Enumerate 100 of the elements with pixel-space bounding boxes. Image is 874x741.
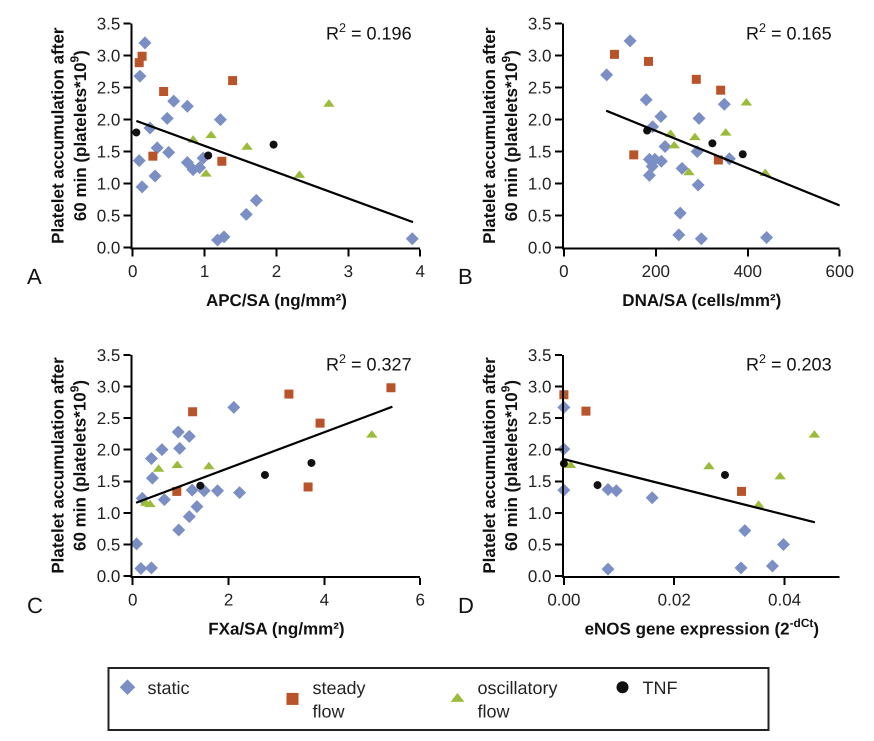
point — [172, 523, 186, 536]
point — [692, 74, 701, 84]
point — [260, 470, 269, 479]
x-tick-label: 6 — [415, 590, 425, 610]
point — [776, 538, 790, 551]
point — [228, 76, 238, 86]
x-tick-label: 0 — [128, 262, 138, 282]
point — [610, 484, 623, 498]
point — [738, 524, 752, 538]
point — [658, 140, 672, 154]
x-tick-label: 0 — [559, 262, 569, 282]
y-tick-label: 2.0 — [528, 110, 552, 130]
point — [716, 86, 726, 95]
point — [133, 70, 146, 83]
point — [676, 162, 689, 175]
y-tick-label: 3.5 — [528, 346, 552, 365]
point — [720, 470, 729, 479]
y-tick-label: 0.5 — [528, 206, 552, 226]
point — [674, 206, 687, 220]
x-tick-label: 0.04 — [768, 590, 802, 610]
point — [316, 418, 325, 428]
x-tick-label: 0 — [128, 590, 138, 610]
legend-label: oscillatory flow — [478, 678, 558, 722]
point — [240, 208, 253, 221]
point — [766, 559, 779, 572]
y-tick-label: 1.5 — [528, 142, 552, 162]
x-tick-label: 2 — [272, 262, 282, 282]
y-tick-label: 1.5 — [528, 472, 552, 492]
y-tick-label: 1.0 — [96, 174, 120, 194]
x-axis-title: eNOS gene expression (2$^{-dCt}$) — [584, 616, 820, 638]
point — [182, 430, 196, 443]
point — [629, 150, 638, 160]
x-tick-label: 0.02 — [658, 590, 691, 610]
point — [654, 110, 668, 123]
point — [624, 34, 637, 48]
annotation: R$^{2}$ = 0.165 — [746, 21, 832, 44]
y-tick-label: 0.0 — [96, 567, 120, 586]
y-tick-label: 1.0 — [96, 504, 120, 523]
y-tick-label: 1.5 — [96, 472, 120, 492]
y-tick-label: 0.5 — [96, 535, 120, 554]
point — [167, 94, 180, 108]
point — [602, 562, 615, 576]
point — [211, 484, 224, 498]
point — [760, 230, 774, 244]
y-tick-label: 0.0 — [96, 238, 120, 258]
point — [138, 36, 152, 50]
point — [227, 400, 240, 414]
point — [144, 452, 158, 466]
text: C — [27, 593, 43, 618]
y-tick-label: 3.5 — [96, 14, 120, 34]
point — [150, 141, 164, 154]
legend-label: steady flow — [312, 678, 366, 722]
point — [132, 128, 140, 136]
point — [738, 150, 747, 158]
point — [188, 407, 198, 416]
point — [204, 152, 212, 160]
point — [182, 510, 196, 524]
point — [160, 112, 174, 125]
y-tick-label: 2.5 — [96, 409, 120, 428]
point — [307, 458, 316, 467]
x-axis-title: APC/SA (ng/mm²) — [206, 291, 347, 310]
y-tick-label: 1.5 — [96, 142, 120, 162]
point — [406, 232, 419, 246]
point — [694, 232, 708, 246]
point — [155, 443, 168, 456]
point — [250, 194, 263, 207]
point — [190, 500, 204, 514]
text: D — [458, 593, 474, 618]
point — [217, 156, 226, 166]
point — [148, 170, 162, 183]
x-tick-label: 4 — [415, 262, 425, 282]
x-axis-title: FXa/SA (ng/mm²) — [208, 619, 345, 638]
point — [144, 561, 158, 574]
y-tick-label: 2.0 — [528, 440, 552, 460]
y-tick-label: 2.5 — [96, 78, 120, 98]
point — [173, 442, 186, 455]
point — [186, 484, 199, 497]
point — [284, 390, 294, 399]
point — [644, 56, 653, 66]
y-tick-label: 2.0 — [96, 110, 120, 130]
y-tick-label: 2.0 — [96, 440, 120, 460]
point — [196, 482, 204, 490]
point — [642, 168, 656, 182]
point — [136, 180, 149, 194]
point — [159, 86, 168, 96]
point — [138, 52, 147, 61]
y-tick-label: 3.5 — [528, 14, 552, 34]
y-tick-label: 0.5 — [528, 535, 552, 554]
point — [640, 93, 653, 106]
y-tick-label: 0.0 — [528, 567, 552, 586]
x-tick-label: 200 — [642, 262, 670, 282]
text: B — [458, 264, 473, 289]
y-tick-label: 0.0 — [528, 238, 552, 258]
point — [132, 154, 146, 168]
annotation: R$^{2}$ = 0.196 — [326, 21, 412, 44]
point — [692, 112, 706, 125]
point — [646, 491, 659, 504]
point — [158, 493, 171, 506]
point — [270, 140, 278, 149]
point — [146, 472, 159, 485]
